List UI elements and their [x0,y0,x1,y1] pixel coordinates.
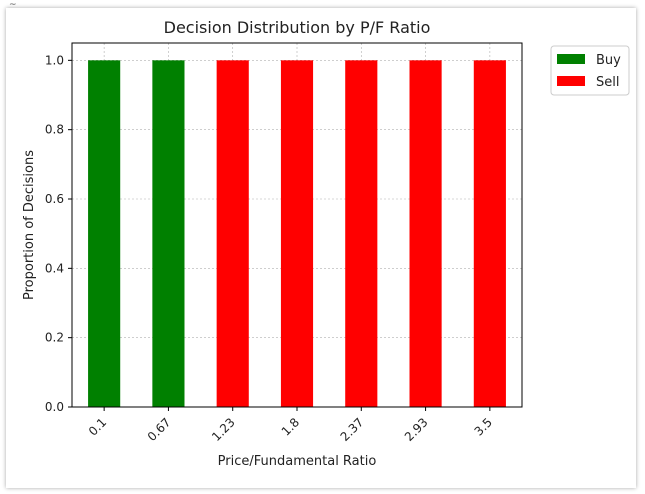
corner-mark: ~ [9,0,17,10]
bars [88,60,506,407]
x-tick-label: 0.1 [86,415,109,438]
legend-label-buy: Buy [596,53,621,68]
x-tick-label: 0.67 [145,415,174,444]
legend-label-sell: Sell [596,75,619,90]
legend-swatch-buy [557,54,585,64]
x-tick-label: 1.8 [279,415,302,438]
y-tick-label: 0.8 [45,123,64,137]
x-axis-label: Price/Fundamental Ratio [218,454,377,469]
bar-sell [216,60,249,407]
bar-buy [88,60,121,407]
legend: Buy Sell [550,45,630,96]
x-ticks: 0.1 0.67 1.23 1.8 2.37 2.93 3.5 [86,407,495,444]
y-tick-label: 0.4 [45,261,64,275]
x-tick-label: 1.23 [209,415,238,444]
bar-sell [473,60,506,407]
y-tick-label: 0.6 [45,192,64,206]
chart-title: Decision Distribution by P/F Ratio [164,18,431,37]
y-tick-label: 1.0 [45,53,64,67]
bar-sell [280,60,314,407]
legend-swatch-sell [557,76,585,86]
x-tick-label: 3.5 [472,415,495,438]
bar-sell [345,60,378,407]
bar-sell [409,60,442,407]
y-tick-label: 0.0 [45,400,64,414]
x-tick-label: 2.93 [402,415,431,444]
y-tick-label: 0.2 [45,331,64,345]
x-tick-label: 2.37 [338,415,367,444]
y-axis-label: Proportion of Decisions [22,150,37,300]
y-ticks: 0.0 0.2 0.4 0.6 0.8 1.0 [45,53,72,414]
bar-buy [152,60,185,407]
